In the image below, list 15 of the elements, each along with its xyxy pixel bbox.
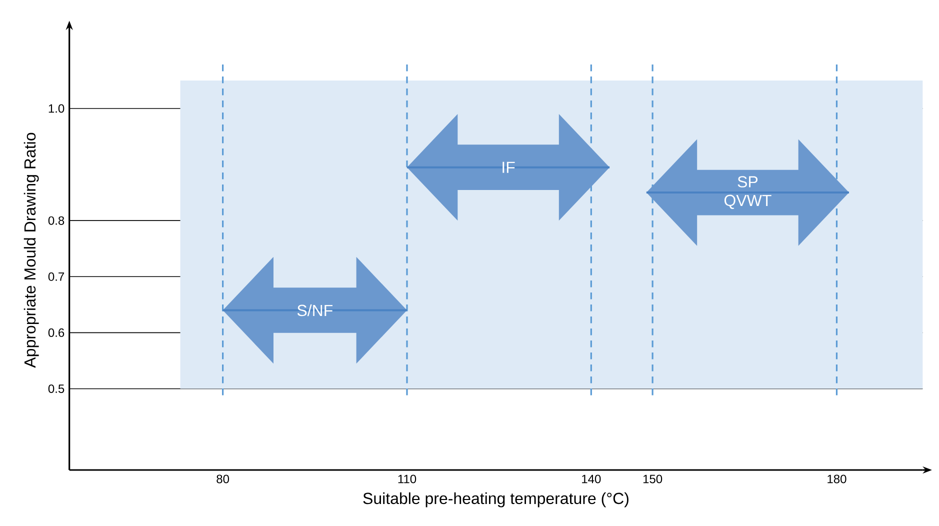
y-tick-label: 1.0 [48,104,64,113]
x-axis-title: Suitable pre-heating temperature (°C) [363,492,628,508]
y-tick-label: 0.7 [48,272,64,281]
series-label: S/NF [297,304,332,316]
x-tick-label: 140 [582,474,601,484]
y-tick-label: 0.5 [48,384,64,393]
x-tick-label: 80 [216,474,230,484]
y-axis-title: Appropriate Mould Drawing Ratio [24,132,39,368]
series-label: SP QVWT [724,176,772,209]
y-tick-label: 0.6 [48,328,64,337]
y-tick-label: 0.8 [48,216,64,225]
x-tick-label: 180 [828,474,846,484]
x-tick-label: 150 [643,474,662,484]
x-tick-label: 110 [398,474,416,484]
series-label: IF [502,162,515,173]
